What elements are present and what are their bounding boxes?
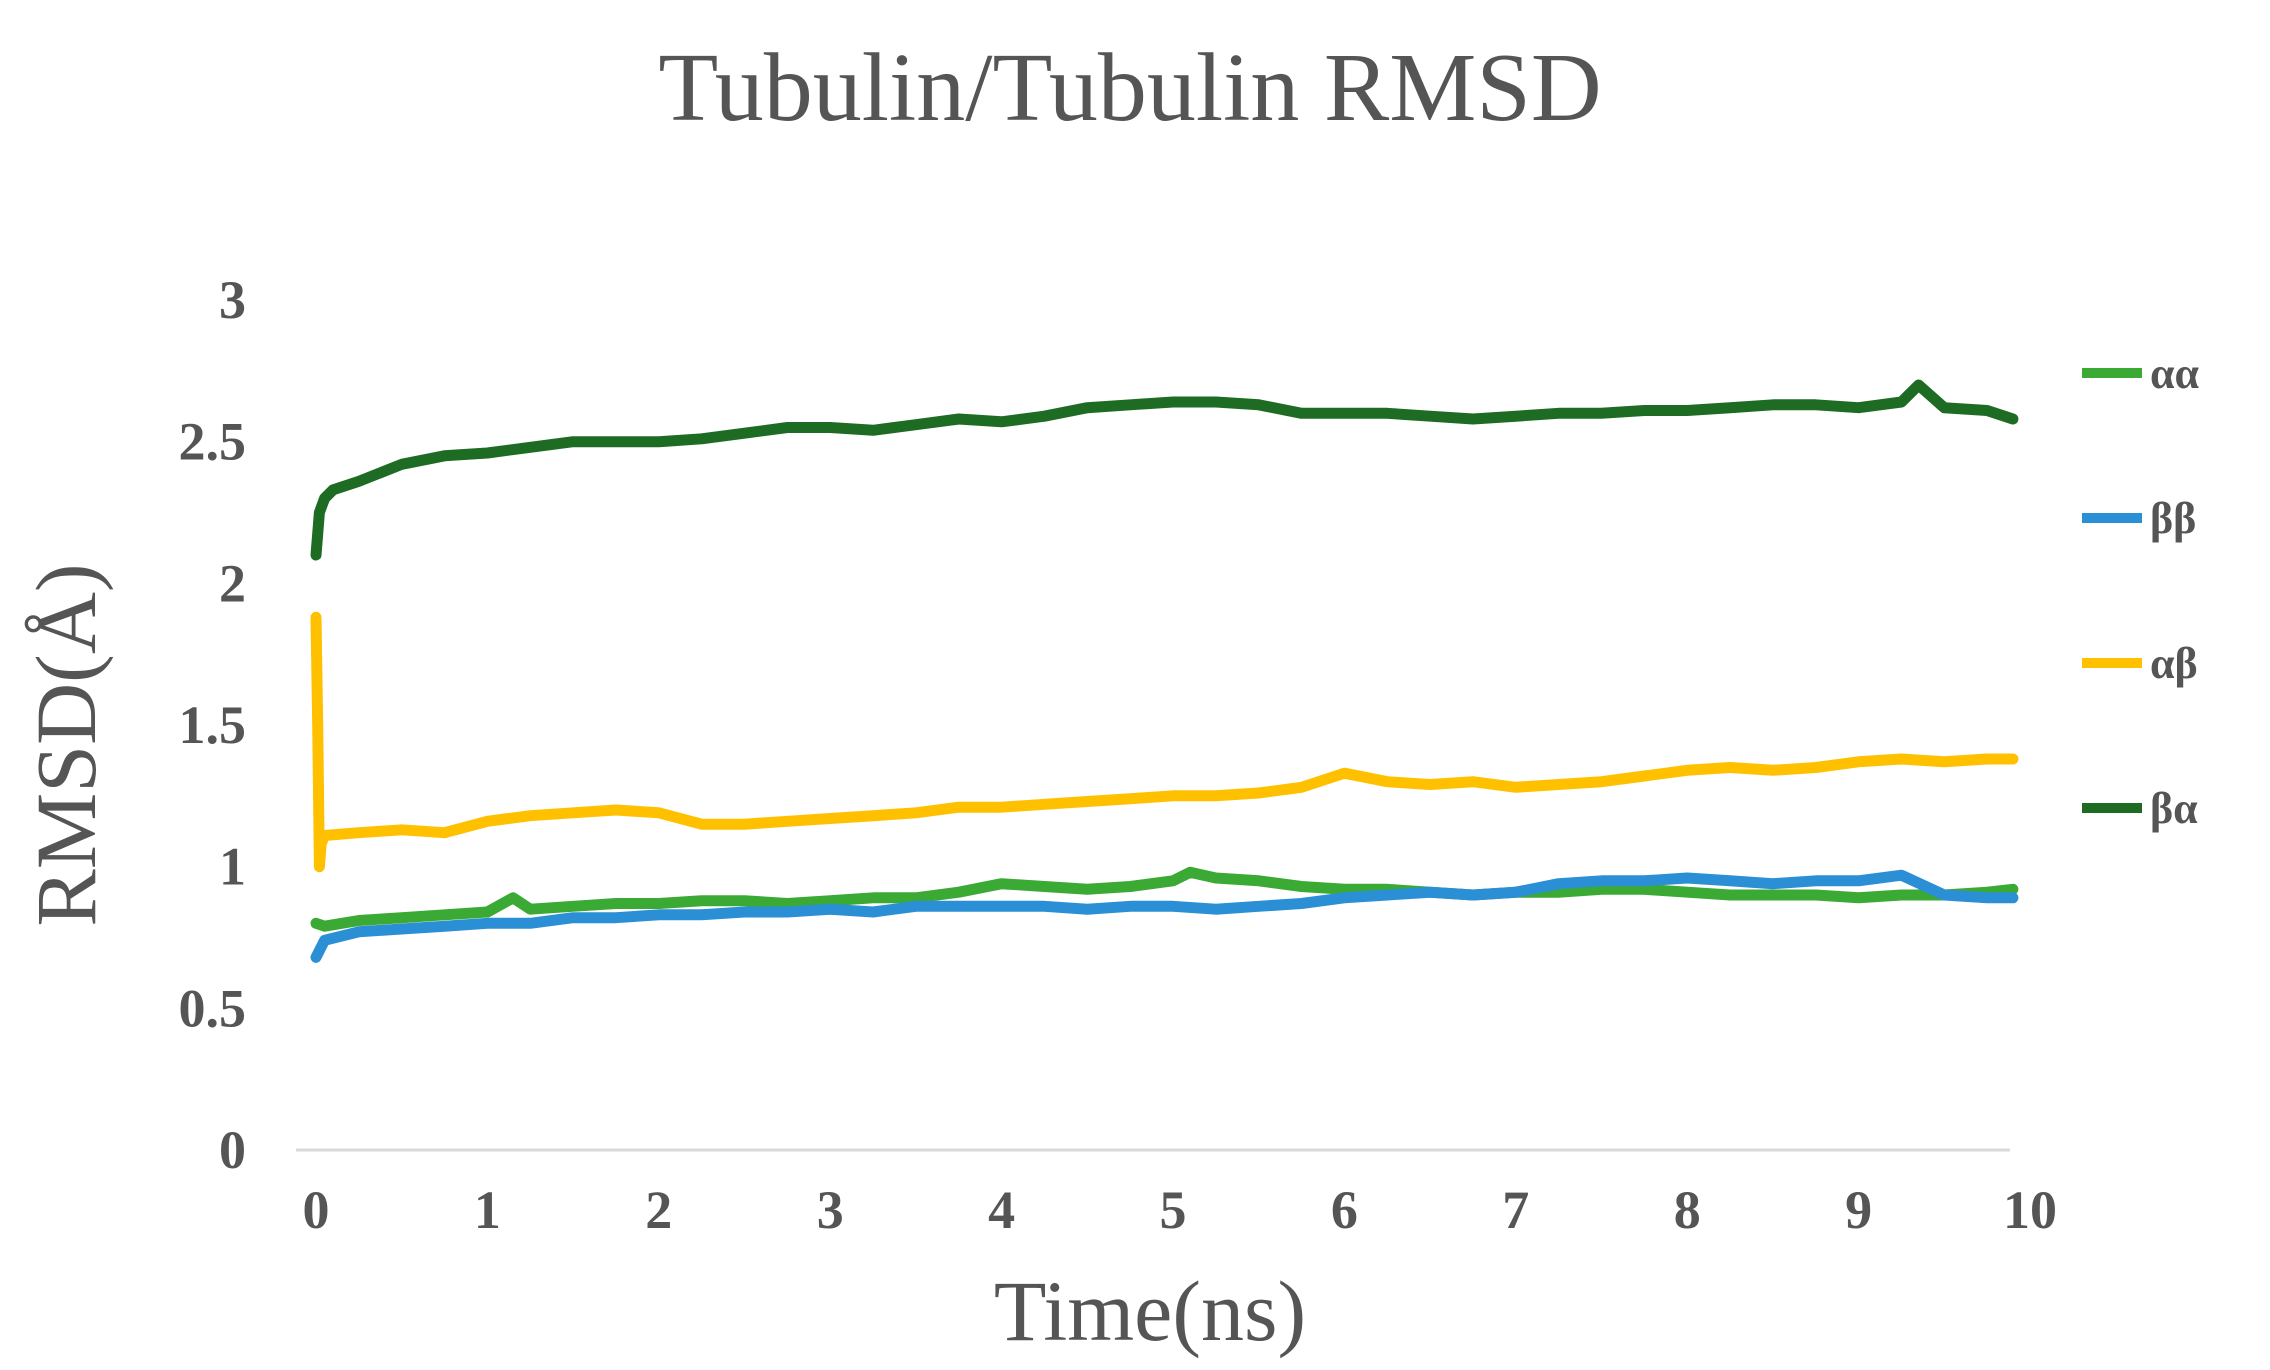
- legend-label: βα: [2150, 784, 2198, 833]
- series-line: [310, 869, 2019, 963]
- series-line: [310, 379, 2019, 561]
- y-tick-label: 2: [219, 553, 246, 613]
- plot-series: [310, 379, 2019, 963]
- x-tick-label: 8: [1674, 1180, 1701, 1240]
- y-tick-label: 0.5: [179, 978, 247, 1038]
- x-tick-label: 5: [1160, 1180, 1187, 1240]
- series-line: [310, 866, 2019, 932]
- chart-title: Tubulin/Tubulin RMSD: [658, 34, 1601, 142]
- y-tick-label: 3: [219, 270, 246, 330]
- y-tick-label: 1: [219, 837, 246, 897]
- x-tick-label: 1: [474, 1180, 501, 1240]
- x-tick-label: 4: [988, 1180, 1015, 1240]
- x-tick-label: 6: [1331, 1180, 1358, 1240]
- y-tick-label: 0: [219, 1120, 246, 1180]
- x-tick-label: 0: [303, 1180, 330, 1240]
- y-tick-label: 2.5: [179, 412, 247, 472]
- y-axis-title: RMSD(Å): [18, 563, 114, 926]
- y-tick-labels: 0 0.5 1 1.5 2 2.5 3: [179, 270, 247, 1180]
- x-tick-labels: 0 1 2 3 4 5 6 7 8 9 10: [303, 1180, 2058, 1240]
- series-line: [310, 611, 2019, 873]
- legend-label: αα: [2150, 349, 2200, 398]
- legend-label: ββ: [2150, 494, 2196, 543]
- x-tick-label: 3: [817, 1180, 844, 1240]
- legend-label: αβ: [2150, 639, 2198, 688]
- x-tick-label: 10: [2003, 1180, 2057, 1240]
- x-tick-label: 2: [645, 1180, 672, 1240]
- x-tick-label: 7: [1502, 1180, 1529, 1240]
- y-tick-label: 1.5: [179, 695, 247, 755]
- legend: αα ββ αβ βα: [2082, 349, 2200, 833]
- x-tick-label: 9: [1845, 1180, 1872, 1240]
- x-axis-title: Time(ns): [994, 1263, 1306, 1359]
